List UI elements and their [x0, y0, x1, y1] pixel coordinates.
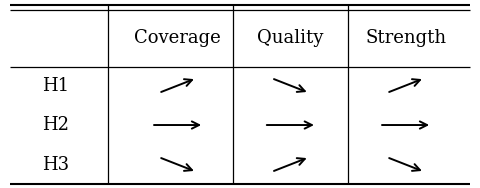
Text: H1: H1: [42, 77, 69, 95]
Text: Strength: Strength: [365, 29, 446, 47]
Text: H3: H3: [42, 155, 69, 174]
Text: Quality: Quality: [257, 29, 324, 47]
Text: Coverage: Coverage: [134, 29, 221, 47]
Text: H2: H2: [42, 116, 69, 134]
